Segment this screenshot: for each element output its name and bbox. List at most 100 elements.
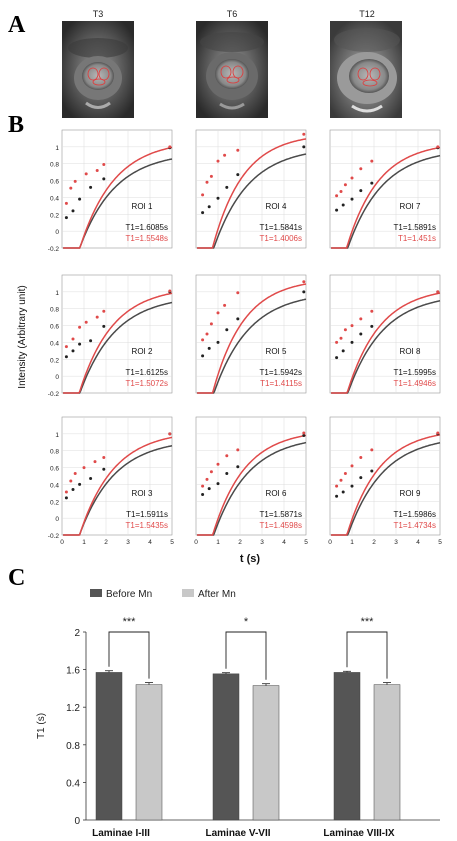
significance-bracket [225, 631, 267, 680]
legend-label: Before Mn [106, 589, 152, 600]
y-tick-label: 0.8 [50, 449, 59, 456]
data-point-before [302, 145, 306, 149]
data-point-after [64, 201, 68, 205]
plot-frame [61, 129, 173, 249]
x-tick-label: 0 [194, 539, 198, 546]
data-point-before [370, 469, 374, 473]
category-label: Laminae I-III [92, 828, 150, 839]
bar [95, 672, 123, 821]
fit-curve-after [63, 146, 173, 249]
data-point-after [201, 338, 205, 342]
x-tick-label: 1 [350, 539, 354, 546]
bar [212, 673, 240, 821]
plot-frame [195, 416, 307, 536]
data-point-after [209, 174, 213, 178]
x-tick-label: 1 [216, 539, 220, 546]
mri-panel-t6: T6 [196, 9, 268, 118]
roi-plot: -0.2 0 0.2 0.4 0.6 0.8 1 ROI 2 T1=1.6125s T1=1.50… [48, 274, 173, 398]
data-point-after [93, 460, 97, 464]
category-label: Laminae VIII-IX [323, 828, 394, 839]
data-point-before [359, 476, 363, 480]
mri-panel-t3: T3 [62, 9, 134, 118]
panel-label-a: A [8, 12, 26, 38]
data-point-before [207, 346, 211, 350]
data-point-before [225, 328, 229, 332]
x-tick-label: 0 [60, 539, 64, 546]
plot-frame [195, 129, 307, 249]
bar-ylabel: T1 (s) [36, 713, 47, 739]
data-point-before [71, 209, 75, 213]
y-tick-label: 0.2 [50, 499, 59, 506]
data-point-before [201, 211, 205, 215]
data-point-after [236, 148, 240, 152]
data-point-before [78, 197, 82, 201]
y-tick-label: 0.6 [50, 179, 59, 186]
data-point-before [201, 493, 205, 497]
y-tick-label: 0.4 [50, 340, 59, 347]
fit-curve-before [197, 441, 307, 536]
x-tick-label: 4 [282, 539, 286, 546]
y-tick-label: 0.6 [50, 466, 59, 473]
roi-plot: 0 1 2 3 4 5 ROI 9 T1=1.5986s T1=1.4734s [328, 416, 442, 546]
bar [135, 684, 163, 821]
y-tick-label: -0.2 [48, 246, 60, 253]
plot-frame [329, 274, 441, 394]
roi-label: ROI 8 [400, 347, 421, 356]
t1-before-label: T1=1.5986s [394, 510, 436, 519]
x-tick-label: 5 [304, 539, 308, 546]
bar [252, 685, 280, 821]
y-tick-label: 1 [55, 290, 59, 297]
x-tick-label: 2 [238, 539, 242, 546]
t1-after-label: T1=1.4946s [394, 379, 436, 388]
data-point-before [216, 196, 220, 200]
fit-curve-after [331, 292, 441, 394]
fit-curve-after [197, 283, 307, 394]
y-tick-label: 0.4 [50, 195, 59, 202]
roi-outline [220, 65, 232, 79]
data-point-before [341, 203, 345, 207]
data-point-after [209, 470, 213, 474]
data-point-after [205, 180, 209, 184]
plot-frame [61, 274, 173, 394]
significance-marker: *** [123, 616, 137, 628]
data-point-before [359, 189, 363, 193]
x-tick-label: 3 [126, 539, 130, 546]
roi-label: ROI 4 [266, 202, 287, 211]
x-tick-label: 5 [170, 539, 174, 546]
data-point-after [201, 193, 205, 197]
data-point-after [339, 478, 343, 482]
fit-curve-after [331, 146, 441, 249]
data-point-before [350, 340, 354, 344]
roi-outline [92, 78, 106, 86]
fit-curve-before [197, 153, 307, 249]
data-point-before [64, 216, 68, 220]
data-point-before [102, 324, 106, 328]
y-tick-label: 0.8 [66, 741, 80, 752]
y-tick-label: 0.4 [50, 482, 59, 489]
data-point-after [73, 471, 77, 475]
data-point-after [370, 309, 374, 313]
data-point-before [236, 465, 240, 469]
y-tick-label: 0 [55, 374, 59, 381]
data-point-before [102, 177, 106, 181]
roi-outline [226, 76, 240, 84]
data-point-after [84, 172, 88, 176]
data-point-after [78, 325, 82, 329]
data-point-after [84, 320, 88, 324]
plot-frame [329, 129, 441, 249]
data-point-after [71, 337, 75, 341]
data-point-after [73, 179, 77, 183]
data-point-after [339, 336, 343, 340]
t1-before-label: T1=1.5995s [394, 368, 436, 377]
data-point-after [64, 490, 68, 494]
data-point-after [359, 455, 363, 459]
data-point-before [225, 471, 229, 475]
data-point-after [69, 186, 73, 190]
t1-after-label: T1=1.4598s [260, 521, 302, 530]
t1-after-label: T1=1.4006s [260, 234, 302, 243]
data-point-after [436, 290, 440, 294]
data-point-after [205, 332, 209, 336]
